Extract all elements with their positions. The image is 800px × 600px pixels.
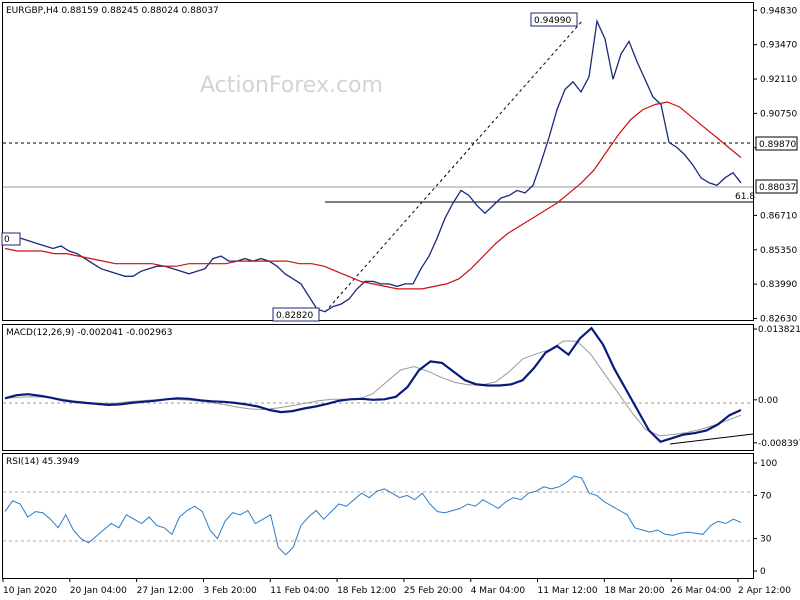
macd-tick-label: 0.00 xyxy=(758,396,778,406)
rsi-panel-frame xyxy=(2,453,754,579)
rsi-tick-label: 100 xyxy=(760,459,777,469)
macd-panel-frame xyxy=(2,324,754,451)
rsi-tick-label: 70 xyxy=(760,491,772,501)
price-axis: 0.948300.934700.921100.907500.893900.867… xyxy=(753,6,797,324)
price-panel-frame xyxy=(2,2,754,321)
fib-level-text: 61.8 xyxy=(735,192,755,202)
level-label-box: 0.89870 xyxy=(755,136,798,151)
time-tick-label: 27 Jan 12:00 xyxy=(137,586,194,596)
svg-text:0.82820: 0.82820 xyxy=(276,311,313,321)
rsi-tick-label: 30 xyxy=(760,535,772,545)
time-tick-label: 26 Mar 04:00 xyxy=(671,586,731,596)
price-tick-label: 0.93470 xyxy=(760,41,797,51)
time-tick-label: 20 Jan 04:00 xyxy=(70,586,127,596)
price-series-line xyxy=(4,18,742,313)
macd-panel-title: MACD(12,26,9) -0.002041 -0.002963 xyxy=(6,328,172,338)
price-tick-label: 0.92110 xyxy=(760,75,797,85)
time-tick-label: 18 Mar 20:00 xyxy=(604,586,664,596)
time-tick-label: 11 Feb 04:00 xyxy=(270,586,329,596)
macd-signal-line xyxy=(4,340,742,437)
rsi-tick-label: 0 xyxy=(760,567,766,577)
low-label: 0.82820 xyxy=(272,307,320,322)
high-label: 0.94990 xyxy=(530,12,578,27)
time-tick-label: 3 Feb 20:00 xyxy=(203,586,257,596)
price-tick-label: 0.82630 xyxy=(760,314,797,324)
time-tick-label: 10 Jan 2020 xyxy=(3,586,57,596)
time-tick-label: 11 Mar 12:00 xyxy=(538,586,598,596)
price-tick-label: 0.94830 xyxy=(760,6,797,16)
left-edge-label: 0 xyxy=(1,232,21,246)
svg-text:0: 0 xyxy=(4,235,10,245)
rsi-axis: 100 70 30 0 xyxy=(753,459,777,577)
trendline-dashed xyxy=(324,19,584,313)
price-tick-label: 0.86710 xyxy=(760,211,797,221)
current-price-label: 0.88037 xyxy=(755,179,798,194)
macd-tick-label: -0.008397 xyxy=(758,439,800,449)
price-tick-label: 0.83990 xyxy=(760,280,797,290)
price-tick-label: 0.85350 xyxy=(760,246,797,256)
time-tick-label: 25 Feb 20:00 xyxy=(404,586,463,596)
svg-text:0.89870: 0.89870 xyxy=(759,140,796,150)
svg-text:0.88037: 0.88037 xyxy=(759,183,796,193)
macd-main-line xyxy=(4,326,742,444)
time-tick-label: 2 Apr 12:00 xyxy=(738,586,791,596)
price-tick-label: 0.90750 xyxy=(760,109,797,119)
rsi-panel-title: RSI(14) 45.3949 xyxy=(6,457,79,467)
macd-axis: 0.013821 0.00 -0.008397 xyxy=(753,325,800,449)
moving-average-line xyxy=(4,101,742,290)
time-tick-label: 18 Feb 12:00 xyxy=(337,586,396,596)
watermark-text: ActionForex.com xyxy=(200,73,383,98)
time-tick-label: 4 Mar 04:00 xyxy=(471,586,526,596)
price-panel-title: EURGBP,H4 0.88159 0.88245 0.88024 0.8803… xyxy=(6,6,219,16)
macd-trendline xyxy=(669,433,754,445)
macd-tick-label: 0.013821 xyxy=(758,325,800,335)
time-axis: 10 Jan 2020 20 Jan 04:00 27 Jan 12:00 3 Feb… xyxy=(2,578,791,596)
rsi-series-line xyxy=(4,475,742,556)
svg-text:0.94990: 0.94990 xyxy=(534,16,571,26)
